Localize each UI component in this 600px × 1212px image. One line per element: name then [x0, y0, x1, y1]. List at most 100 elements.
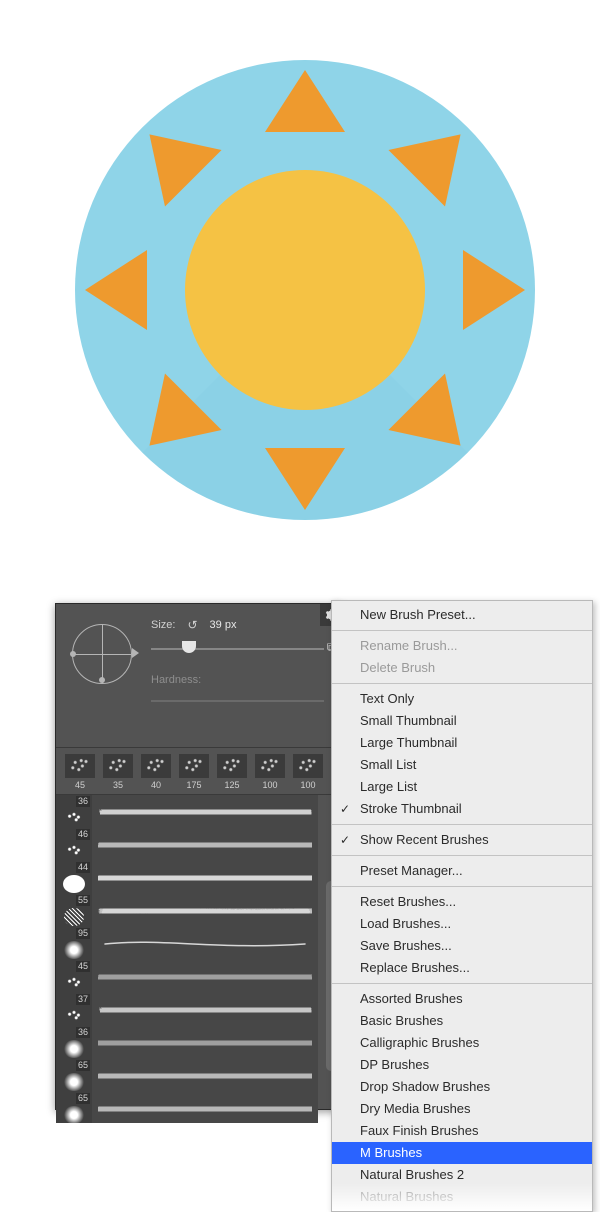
brush-tip[interactable]: 95 — [56, 927, 92, 960]
brush-tip[interactable]: 45 — [56, 960, 92, 993]
sun-ray — [121, 106, 221, 206]
menu-item: Rename Brush... — [332, 635, 592, 657]
menu-item[interactable]: Load Brushes... — [332, 913, 592, 935]
menu-item-label: Small Thumbnail — [360, 713, 457, 728]
menu-item-label: Natural Brushes 2 — [360, 1167, 464, 1182]
menu-separator — [332, 630, 592, 631]
stroke-preview[interactable] — [92, 828, 318, 861]
menu-separator — [332, 886, 592, 887]
menu-item[interactable]: Basic Brushes — [332, 1010, 592, 1032]
menu-item[interactable]: Text Only — [332, 688, 592, 710]
menu-item[interactable]: Large List — [332, 776, 592, 798]
menu-item-label: Small List — [360, 757, 416, 772]
menu-item[interactable]: Small Thumbnail — [332, 710, 592, 732]
menu-item-label: Stroke Thumbnail — [360, 801, 462, 816]
stroke-preview[interactable] — [92, 927, 318, 960]
menu-item[interactable]: ✓Show Recent Brushes — [332, 829, 592, 851]
stroke-preview[interactable] — [92, 861, 318, 894]
brush-preset-panel: Size: ↺ 39 px Hardness: ⧉ 45354017512510… — [55, 603, 341, 1110]
menu-item-label: Faux Finish Brushes — [360, 1123, 479, 1138]
angle-handle-icon[interactable] — [132, 648, 139, 658]
stroke-preview[interactable] — [92, 795, 318, 828]
menu-item[interactable]: ✓Stroke Thumbnail — [332, 798, 592, 820]
sun-illustration — [75, 20, 535, 590]
menu-item-label: Load Brushes... — [360, 916, 451, 931]
menu-separator — [332, 855, 592, 856]
stroke-preview[interactable] — [92, 1026, 318, 1059]
sun-ray — [388, 106, 488, 206]
stroke-preview[interactable] — [92, 894, 318, 927]
menu-item-label: Text Only — [360, 691, 414, 706]
menu-item-label: Reset Brushes... — [360, 894, 456, 909]
menu-item[interactable]: Large Thumbnail — [332, 732, 592, 754]
brush-tip[interactable]: 36 — [56, 1026, 92, 1059]
menu-item[interactable]: Reset Brushes... — [332, 891, 592, 913]
menu-separator — [332, 683, 592, 684]
recent-brush[interactable]: 35 — [100, 754, 136, 790]
size-slider[interactable] — [151, 640, 324, 658]
menu-item[interactable]: M Brushes — [332, 1142, 592, 1164]
menu-item-label: Rename Brush... — [360, 638, 458, 653]
menu-item[interactable]: Dry Media Brushes — [332, 1098, 592, 1120]
menu-item[interactable]: New Brush Preset... — [332, 604, 592, 626]
menu-separator — [332, 824, 592, 825]
brush-settings-header: Size: ↺ 39 px Hardness: ⧉ — [56, 604, 340, 748]
menu-item-label: Natural Brushes — [360, 1189, 453, 1204]
sun-background — [75, 60, 535, 520]
menu-item[interactable]: Replace Brushes... — [332, 957, 592, 979]
brush-panel-area: Size: ↺ 39 px Hardness: ⧉ 45354017512510… — [55, 603, 593, 1203]
stroke-preview[interactable] — [92, 1092, 318, 1123]
sun-ray — [85, 250, 147, 330]
sun-ray — [265, 70, 345, 132]
size-reset-icon[interactable]: ↺ — [187, 618, 197, 632]
recent-brush[interactable]: 45 — [62, 754, 98, 790]
menu-item[interactable]: Small List — [332, 754, 592, 776]
size-label: Size: — [151, 619, 175, 631]
menu-item-label: New Brush Preset... — [360, 607, 476, 622]
sun-ray — [265, 448, 345, 510]
menu-item[interactable]: Drop Shadow Brushes — [332, 1076, 592, 1098]
menu-item-label: Save Brushes... — [360, 938, 452, 953]
menu-item-label: DP Brushes — [360, 1057, 429, 1072]
hardness-label: Hardness: — [151, 674, 201, 686]
stroke-thumbnail-list: 3646445595453736656545 — [56, 795, 340, 1123]
brush-tip[interactable]: 55 — [56, 894, 92, 927]
menu-item-label: Delete Brush — [360, 660, 435, 675]
brush-tip[interactable]: 65 — [56, 1092, 92, 1123]
menu-item[interactable]: Save Brushes... — [332, 935, 592, 957]
size-value[interactable]: 39 px — [210, 619, 237, 631]
brush-tip[interactable]: 65 — [56, 1059, 92, 1092]
menu-item-label: Preset Manager... — [360, 863, 463, 878]
menu-item: Delete Brush — [332, 657, 592, 679]
recent-brush[interactable]: 100 — [290, 754, 326, 790]
brush-angle-control[interactable] — [72, 624, 132, 684]
menu-item[interactable]: DP Brushes — [332, 1054, 592, 1076]
stroke-preview[interactable] — [92, 1059, 318, 1092]
menu-item[interactable]: Calligraphic Brushes — [332, 1032, 592, 1054]
hardness-slider — [151, 692, 324, 710]
menu-item[interactable]: Assorted Brushes — [332, 988, 592, 1010]
menu-item[interactable]: Preset Manager... — [332, 860, 592, 882]
brush-tip[interactable]: 36 — [56, 795, 92, 828]
menu-item: Natural Brushes — [332, 1186, 592, 1208]
stroke-preview[interactable] — [92, 993, 318, 1026]
menu-item-label: Assorted Brushes — [360, 991, 463, 1006]
menu-item-label: Drop Shadow Brushes — [360, 1079, 490, 1094]
recent-brush[interactable]: 40 — [138, 754, 174, 790]
recent-brush[interactable]: 100 — [252, 754, 288, 790]
recent-brush[interactable]: 175 — [176, 754, 212, 790]
menu-item-label: Large Thumbnail — [360, 735, 457, 750]
menu-item-label: M Brushes — [360, 1145, 422, 1160]
menu-item[interactable]: Natural Brushes 2 — [332, 1164, 592, 1186]
menu-item-label: Basic Brushes — [360, 1013, 443, 1028]
recent-brushes-strip: 453540175125100100 — [56, 748, 340, 795]
menu-item-label: Replace Brushes... — [360, 960, 470, 975]
menu-item-label: Dry Media Brushes — [360, 1101, 471, 1116]
brush-tip[interactable]: 46 — [56, 828, 92, 861]
stroke-preview[interactable] — [92, 960, 318, 993]
sun-ray — [463, 250, 525, 330]
brush-tip[interactable]: 44 — [56, 861, 92, 894]
menu-item[interactable]: Faux Finish Brushes — [332, 1120, 592, 1142]
recent-brush[interactable]: 125 — [214, 754, 250, 790]
brush-tip[interactable]: 37 — [56, 993, 92, 1026]
